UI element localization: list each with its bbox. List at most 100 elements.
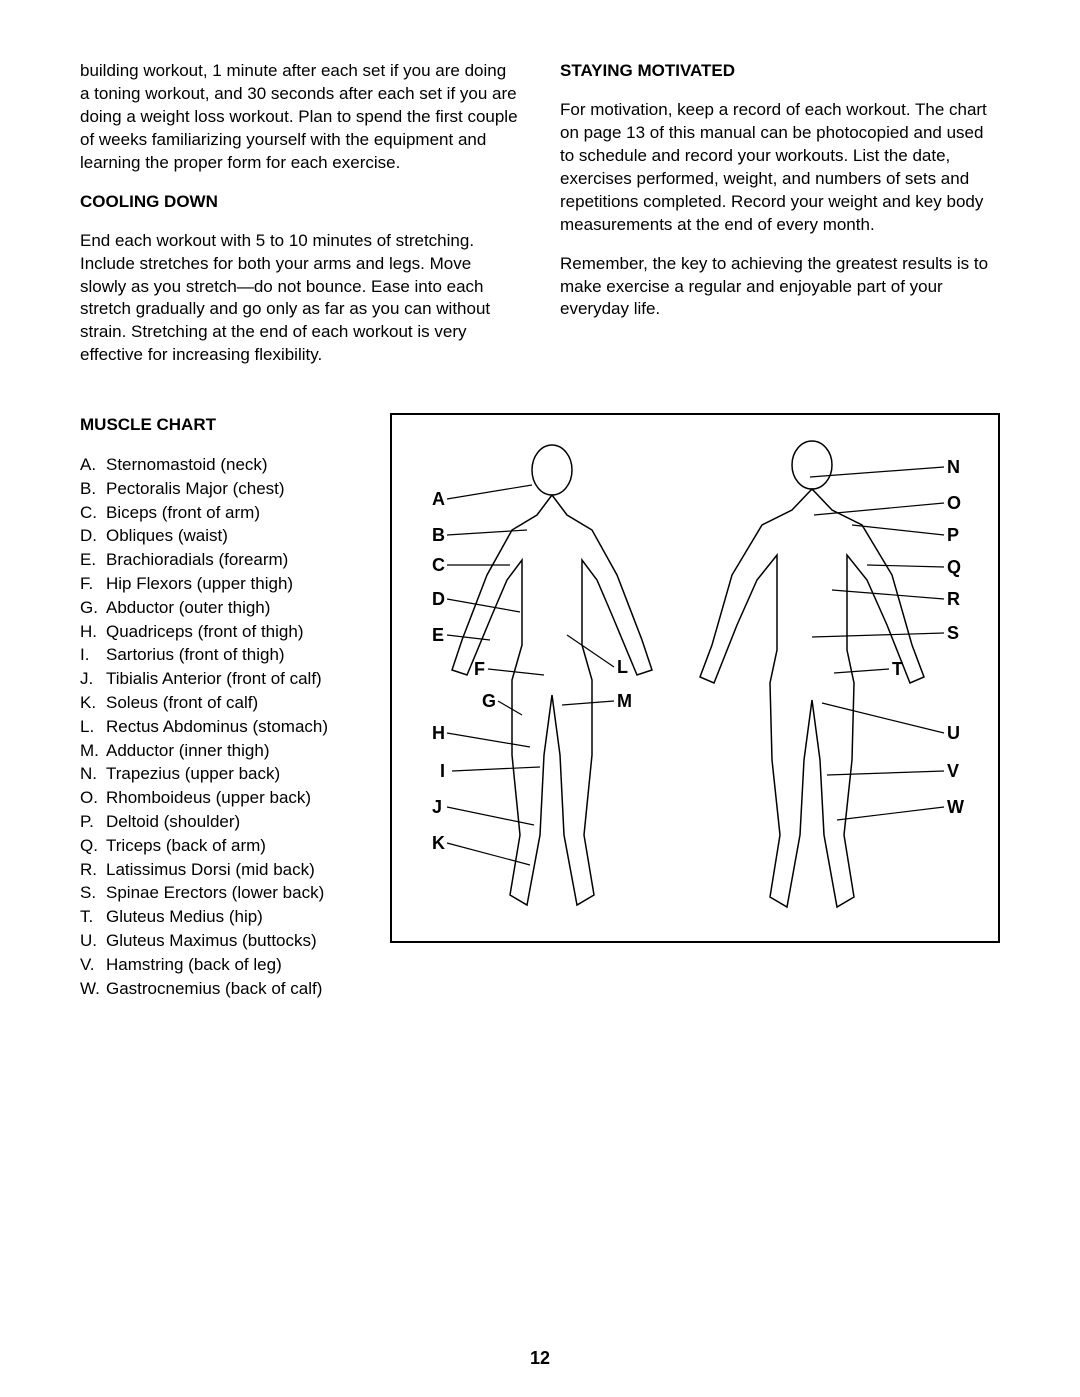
muscle-list-item: O.Rhomboideus (upper back) [80,786,360,810]
diagram-label-g: G [482,691,496,711]
right-column: STAYING MOTIVATED For motivation, keep a… [560,60,1000,383]
muscle-name: Rhomboideus (upper back) [106,786,311,810]
diagram-label-h: H [432,723,445,743]
muscle-letter: F. [80,572,106,596]
muscle-list-item: N.Trapezius (upper back) [80,762,360,786]
lower-section: MUSCLE CHART A.Sternomastoid (neck)B.Pec… [80,413,1000,1000]
muscle-list-item: L.Rectus Abdominus (stomach) [80,715,360,739]
muscle-list-item: R.Latissimus Dorsi (mid back) [80,858,360,882]
muscle-letter: R. [80,858,106,882]
muscle-name: Triceps (back of arm) [106,834,266,858]
diagram-label-f: F [474,659,485,679]
diagram-label-k: K [432,833,445,853]
muscle-name: Hamstring (back of leg) [106,953,282,977]
diagram-label-q: Q [947,557,961,577]
diagram-label-s: S [947,623,959,643]
muscle-name: Gluteus Medius (hip) [106,905,263,929]
staying-motivated-para-2: Remember, the key to achieving the great… [560,253,1000,322]
intro-paragraph: building workout, 1 minute after each se… [80,60,520,175]
muscle-list-item: G.Abductor (outer thigh) [80,596,360,620]
diagram-label-b: B [432,525,445,545]
muscle-diagram-box: ABCDEFGHIJKLMNOPQRSTUVW [390,413,1000,943]
muscle-letter: P. [80,810,106,834]
muscle-letter: A. [80,453,106,477]
left-column: building workout, 1 minute after each se… [80,60,520,383]
muscle-name: Spinae Erectors (lower back) [106,881,324,905]
muscle-letter: M. [80,739,106,763]
muscle-letter: S. [80,881,106,905]
muscle-list: A.Sternomastoid (neck)B.Pectoralis Major… [80,453,360,1000]
muscle-letter: J. [80,667,106,691]
staying-motivated-para-1: For motivation, keep a record of each wo… [560,99,1000,237]
muscle-letter: L. [80,715,106,739]
diagram-label-i: I [440,761,445,781]
muscle-letter: C. [80,501,106,525]
muscle-list-item: I.Sartorius (front of thigh) [80,643,360,667]
diagram-label-d: D [432,589,445,609]
muscle-letter: T. [80,905,106,929]
muscle-letter: V. [80,953,106,977]
muscle-list-item: S.Spinae Erectors (lower back) [80,881,360,905]
diagram-label-u: U [947,723,960,743]
staying-motivated-heading: STAYING MOTIVATED [560,60,1000,83]
diagram-label-a: A [432,489,445,509]
diagram-label-p: P [947,525,959,545]
muscle-list-item: V.Hamstring (back of leg) [80,953,360,977]
cooling-down-heading: COOLING DOWN [80,191,520,214]
page-number: 12 [0,1348,1080,1369]
diagram-label-l: L [617,657,628,677]
muscle-name: Gastrocnemius (back of calf) [106,977,322,1001]
diagram-label-c: C [432,555,445,575]
muscle-list-item: J.Tibialis Anterior (front of calf) [80,667,360,691]
muscle-list-item: A.Sternomastoid (neck) [80,453,360,477]
muscle-list-item: P.Deltoid (shoulder) [80,810,360,834]
leader-line [837,807,944,820]
diagram-label-o: O [947,493,961,513]
muscle-list-item: Q.Triceps (back of arm) [80,834,360,858]
muscle-list-item: H.Quadriceps (front of thigh) [80,620,360,644]
muscle-name: Soleus (front of calf) [106,691,258,715]
upper-columns: building workout, 1 minute after each se… [80,60,1000,383]
muscle-diagram-svg: ABCDEFGHIJKLMNOPQRSTUVW [392,415,1002,945]
diagram-label-j: J [432,797,442,817]
muscle-list-item: F.Hip Flexors (upper thigh) [80,572,360,596]
muscle-name: Adductor (inner thigh) [106,739,269,763]
muscle-letter: G. [80,596,106,620]
muscle-name: Brachioradials (forearm) [106,548,288,572]
cooling-down-paragraph: End each workout with 5 to 10 minutes of… [80,230,520,368]
back-figure-icon [700,441,924,907]
muscle-name: Gluteus Maximus (buttocks) [106,929,317,953]
muscle-chart-heading: MUSCLE CHART [80,413,360,437]
muscle-list-item: B.Pectoralis Major (chest) [80,477,360,501]
muscle-name: Sternomastoid (neck) [106,453,268,477]
muscle-name: Rectus Abdominus (stomach) [106,715,328,739]
muscle-list-item: M.Adductor (inner thigh) [80,739,360,763]
muscle-name: Quadriceps (front of thigh) [106,620,303,644]
muscle-letter: I. [80,643,106,667]
diagram-label-v: V [947,761,959,781]
muscle-list-item: T.Gluteus Medius (hip) [80,905,360,929]
leader-line [447,485,532,499]
diagram-label-t: T [892,659,903,679]
muscle-name: Obliques (waist) [106,524,228,548]
muscle-list-item: W.Gastrocnemius (back of calf) [80,977,360,1001]
muscle-list-item: U.Gluteus Maximus (buttocks) [80,929,360,953]
muscle-list-item: D.Obliques (waist) [80,524,360,548]
muscle-name: Pectoralis Major (chest) [106,477,285,501]
muscle-name: Sartorius (front of thigh) [106,643,285,667]
muscle-name: Tibialis Anterior (front of calf) [106,667,322,691]
muscle-letter: D. [80,524,106,548]
muscle-letter: U. [80,929,106,953]
muscle-letter: O. [80,786,106,810]
diagram-label-w: W [947,797,964,817]
diagram-column: ABCDEFGHIJKLMNOPQRSTUVW [390,413,1000,1000]
muscle-letter: Q. [80,834,106,858]
muscle-name: Deltoid (shoulder) [106,810,240,834]
muscle-letter: K. [80,691,106,715]
muscle-name: Biceps (front of arm) [106,501,260,525]
muscle-name: Hip Flexors (upper thigh) [106,572,293,596]
muscle-letter: H. [80,620,106,644]
leader-line [814,503,944,515]
muscle-list-item: E.Brachioradials (forearm) [80,548,360,572]
muscle-letter: W. [80,977,106,1001]
